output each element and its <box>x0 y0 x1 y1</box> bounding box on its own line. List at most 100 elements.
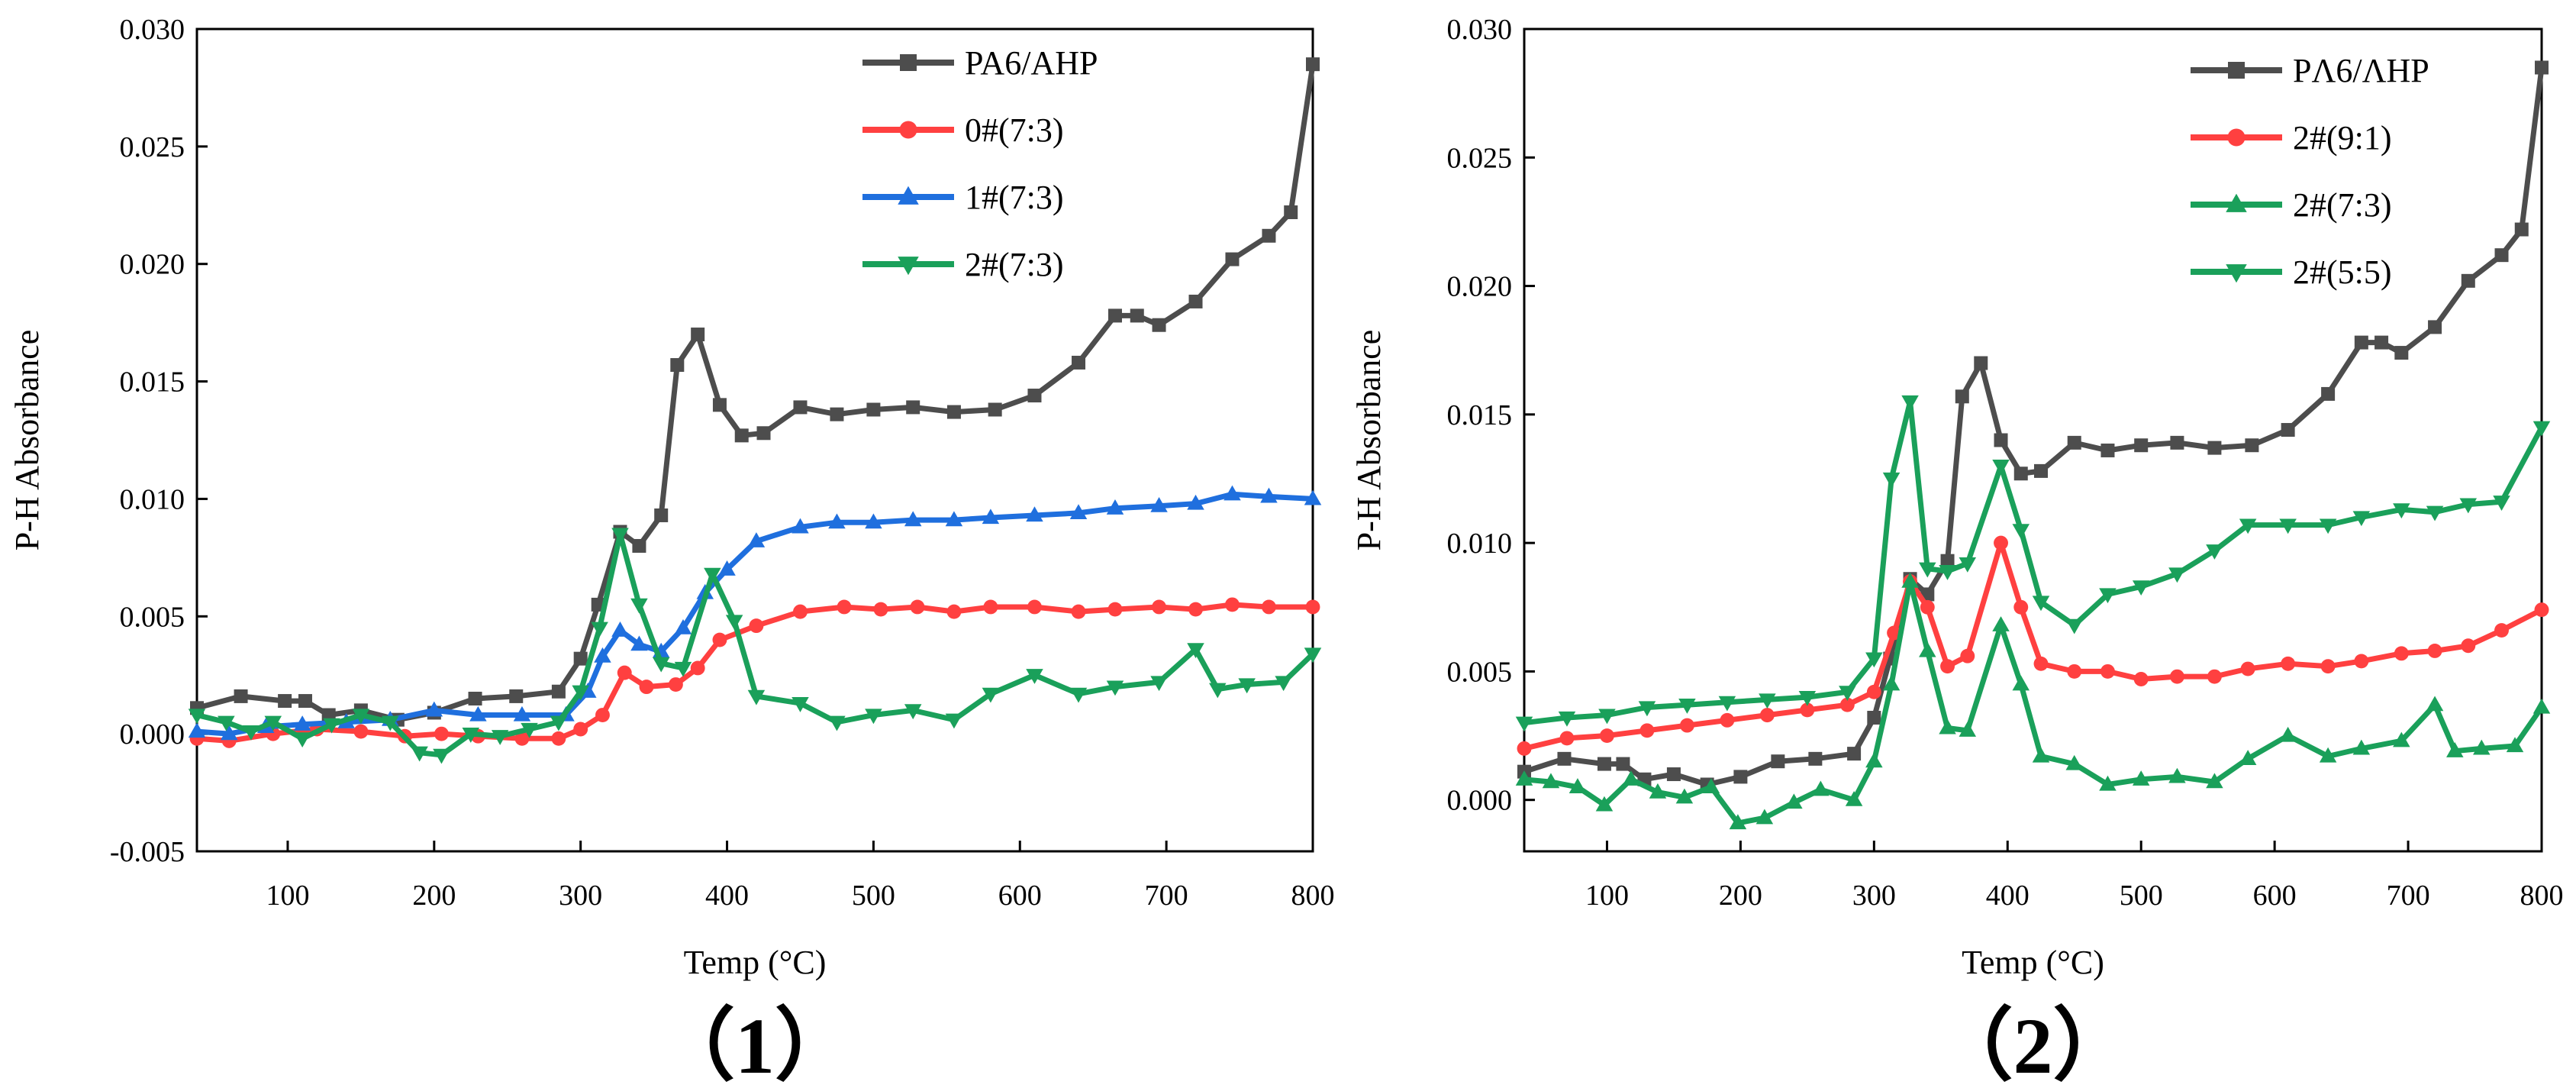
data-point <box>866 402 881 417</box>
data-point <box>2281 423 2295 437</box>
data-point <box>298 694 312 709</box>
chart-panel-1: 100 200 300 400 500 600 700 800 -0.005 0.000 0.005… <box>8 14 1335 1088</box>
data-point <box>551 684 566 699</box>
data-point <box>1306 57 1320 72</box>
legend-marker <box>898 257 919 276</box>
data-point <box>1284 205 1298 220</box>
data-point <box>1720 712 1735 728</box>
legend-marker <box>899 121 917 139</box>
x-tick-label: 600 <box>2253 880 2297 912</box>
series-0#(7:3) <box>189 597 1320 748</box>
data-point <box>352 709 370 725</box>
data-point <box>434 726 449 741</box>
data-point <box>1702 778 1720 793</box>
data-point <box>1919 562 1936 578</box>
data-point <box>1666 767 1681 782</box>
x-tick-label: 700 <box>2387 880 2430 912</box>
x-tick-label: 100 <box>1585 880 1629 912</box>
data-point <box>1595 796 1614 812</box>
data-point <box>1106 680 1124 696</box>
data-point <box>1865 652 1883 668</box>
legend-label: PA6/AHP <box>965 44 1098 82</box>
data-point <box>1517 741 1532 756</box>
data-point <box>188 722 206 738</box>
data-point <box>2534 602 2549 618</box>
data-point <box>2281 656 2296 671</box>
data-point <box>218 715 235 731</box>
data-point <box>1919 641 1936 657</box>
data-point <box>2279 726 2297 742</box>
data-point <box>1901 572 1919 588</box>
data-point <box>906 400 920 415</box>
y-tick-label: 0.005 <box>1447 656 1513 688</box>
data-point <box>2394 346 2409 360</box>
data-point <box>1260 487 1278 503</box>
plot-frame <box>1523 27 2543 853</box>
data-point <box>1785 793 1803 809</box>
data-point <box>1238 678 1256 694</box>
data-point <box>1150 496 1168 512</box>
data-point <box>1130 308 1144 323</box>
data-point <box>1974 356 1988 370</box>
x-tick-label: 400 <box>705 880 749 912</box>
data-point <box>1152 318 1166 332</box>
data-point <box>632 538 646 553</box>
chart-panel-2: 100 200 300 400 500 600 700 800 0.000 0.005 0.010 0… <box>1350 14 2564 1088</box>
data-point <box>1515 770 1533 786</box>
data-point <box>2532 421 2551 437</box>
data-point <box>2012 675 2030 691</box>
data-point <box>2065 618 2083 634</box>
y-tick-label: -0.005 <box>110 836 185 868</box>
y-tick-label: 0.000 <box>120 718 185 751</box>
legend-marker <box>2227 128 2246 147</box>
data-point <box>946 604 962 619</box>
x-tick-label: 300 <box>559 880 602 912</box>
data-point <box>234 689 248 703</box>
data-point <box>1798 690 1817 706</box>
data-point <box>1939 565 1956 580</box>
data-point <box>514 731 530 746</box>
x-tick-label: 500 <box>852 880 895 912</box>
data-point <box>747 532 766 547</box>
data-point <box>293 715 311 731</box>
data-point <box>1729 814 1747 830</box>
x-tick-label: 400 <box>1986 880 2030 912</box>
data-point <box>2245 438 2259 453</box>
panel-label: （1） <box>656 1002 854 1088</box>
data-point <box>469 705 487 722</box>
data-point <box>1107 602 1123 617</box>
data-point <box>630 598 648 614</box>
data-point <box>1304 489 1322 505</box>
data-point <box>1639 723 1655 738</box>
data-point <box>1072 355 1086 370</box>
data-point <box>1959 557 1977 573</box>
y-axis-title: P-H Absorbance <box>8 330 46 551</box>
data-point <box>1901 395 1919 411</box>
data-point <box>1992 460 2010 475</box>
data-point <box>278 694 292 709</box>
data-point <box>2426 696 2444 712</box>
data-point <box>1069 504 1088 519</box>
series-2#(7:3) <box>1515 572 2551 830</box>
data-point <box>1188 602 1203 617</box>
data-point <box>1305 599 1320 615</box>
data-point <box>2320 659 2336 674</box>
data-point <box>2169 669 2184 684</box>
y-tick-label: 0.030 <box>1447 14 1513 46</box>
data-point <box>2494 248 2509 263</box>
data-point <box>1755 809 1774 825</box>
data-point <box>1733 770 1748 784</box>
data-point <box>2168 567 2186 583</box>
data-point <box>513 705 531 722</box>
legend-marker <box>2226 264 2247 283</box>
data-point <box>188 709 206 725</box>
data-point <box>1675 788 1694 804</box>
series-line <box>1521 579 2545 826</box>
data-point <box>220 725 238 741</box>
data-point <box>712 632 727 647</box>
data-point <box>674 661 692 677</box>
data-point <box>1027 389 1042 403</box>
data-point <box>988 402 1002 417</box>
data-point <box>652 657 670 673</box>
data-point <box>509 689 524 703</box>
